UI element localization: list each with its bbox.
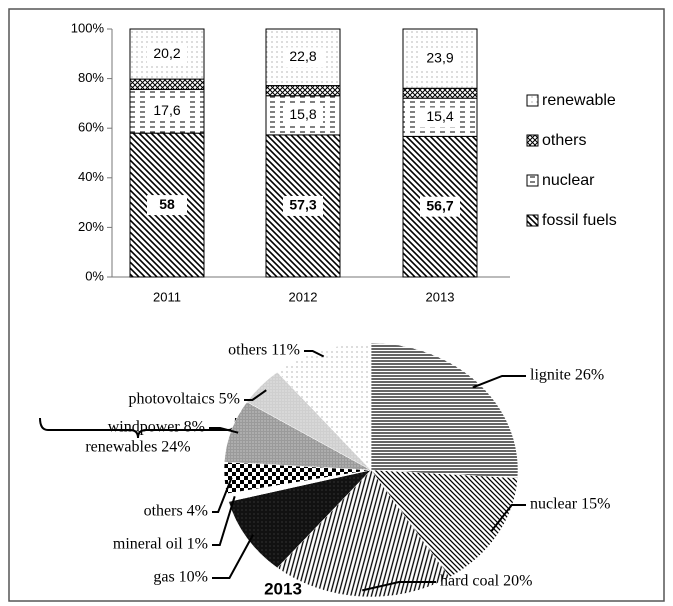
legend-swatch <box>526 214 539 227</box>
leader-line <box>212 496 236 546</box>
slice-label: gas 10% <box>153 569 208 586</box>
slice-label: lignite 26% <box>530 367 604 384</box>
slice-label: photovoltaics 5% <box>128 391 240 408</box>
legend-swatch <box>526 174 539 187</box>
y-tick-label: 100% <box>71 20 105 35</box>
label-bg <box>420 196 460 217</box>
legend-label: fossil fuels <box>542 212 617 229</box>
slice-label: hard coal 20% <box>440 573 532 590</box>
bar-segment <box>129 78 205 91</box>
y-tick-label: 20% <box>78 219 104 234</box>
x-tick-label: 2011 <box>153 289 181 304</box>
y-tick-label: 60% <box>78 120 104 135</box>
pie-slice <box>276 342 372 471</box>
bar-segment <box>265 85 341 97</box>
value-label: 22,8 <box>289 48 316 64</box>
y-tick-label: 40% <box>78 169 104 184</box>
legend-swatch <box>526 134 539 147</box>
value-label: 15,8 <box>289 106 316 122</box>
label-bg <box>420 107 460 128</box>
pie-slice <box>370 342 519 479</box>
x-tick-label: 2013 <box>426 289 455 304</box>
value-label: 17,6 <box>153 102 180 118</box>
chart-title: 2013 <box>264 579 302 598</box>
pie-slice <box>276 469 451 598</box>
leader-line <box>209 427 239 434</box>
leader-line <box>362 581 436 592</box>
legend-label: renewable <box>542 92 616 109</box>
value-label: 23,9 <box>426 49 453 65</box>
leader-line <box>244 389 267 401</box>
value-label: 15,4 <box>426 108 453 124</box>
slice-label: nuclear 15% <box>530 496 610 513</box>
label-bg <box>147 101 187 122</box>
pie-slice <box>370 469 518 578</box>
label-bg <box>147 195 187 216</box>
leader-line <box>212 477 233 513</box>
leader-line <box>490 504 526 533</box>
label-bg <box>283 105 323 126</box>
y-tick-label: 0% <box>85 268 104 283</box>
frame <box>8 8 665 602</box>
value-label: 58 <box>159 196 175 212</box>
value-label: 20,2 <box>153 45 180 61</box>
value-label: 57,3 <box>289 197 316 213</box>
label-bg <box>147 44 187 65</box>
label-bg <box>283 195 323 216</box>
x-tick-label: 2012 <box>289 289 318 304</box>
legend-label: others <box>542 132 586 149</box>
slice-label: windpower 8% <box>108 419 205 436</box>
leader-line <box>304 350 325 358</box>
leader-line <box>472 375 526 389</box>
bar-segment <box>402 87 478 99</box>
label-bg <box>283 47 323 68</box>
slice-label: mineral oil 1% <box>113 536 208 553</box>
annotation: renewables 24% <box>85 439 190 456</box>
slice-label: others 4% <box>144 503 208 520</box>
value-label: 56,7 <box>426 197 453 213</box>
slice-label: others 11% <box>228 342 300 359</box>
label-bg <box>420 48 460 69</box>
pie-slice <box>228 469 372 569</box>
legend-swatch <box>526 94 539 107</box>
legend-label: nuclear <box>542 172 595 189</box>
leader-line <box>212 534 254 579</box>
y-tick-label: 80% <box>78 70 104 85</box>
